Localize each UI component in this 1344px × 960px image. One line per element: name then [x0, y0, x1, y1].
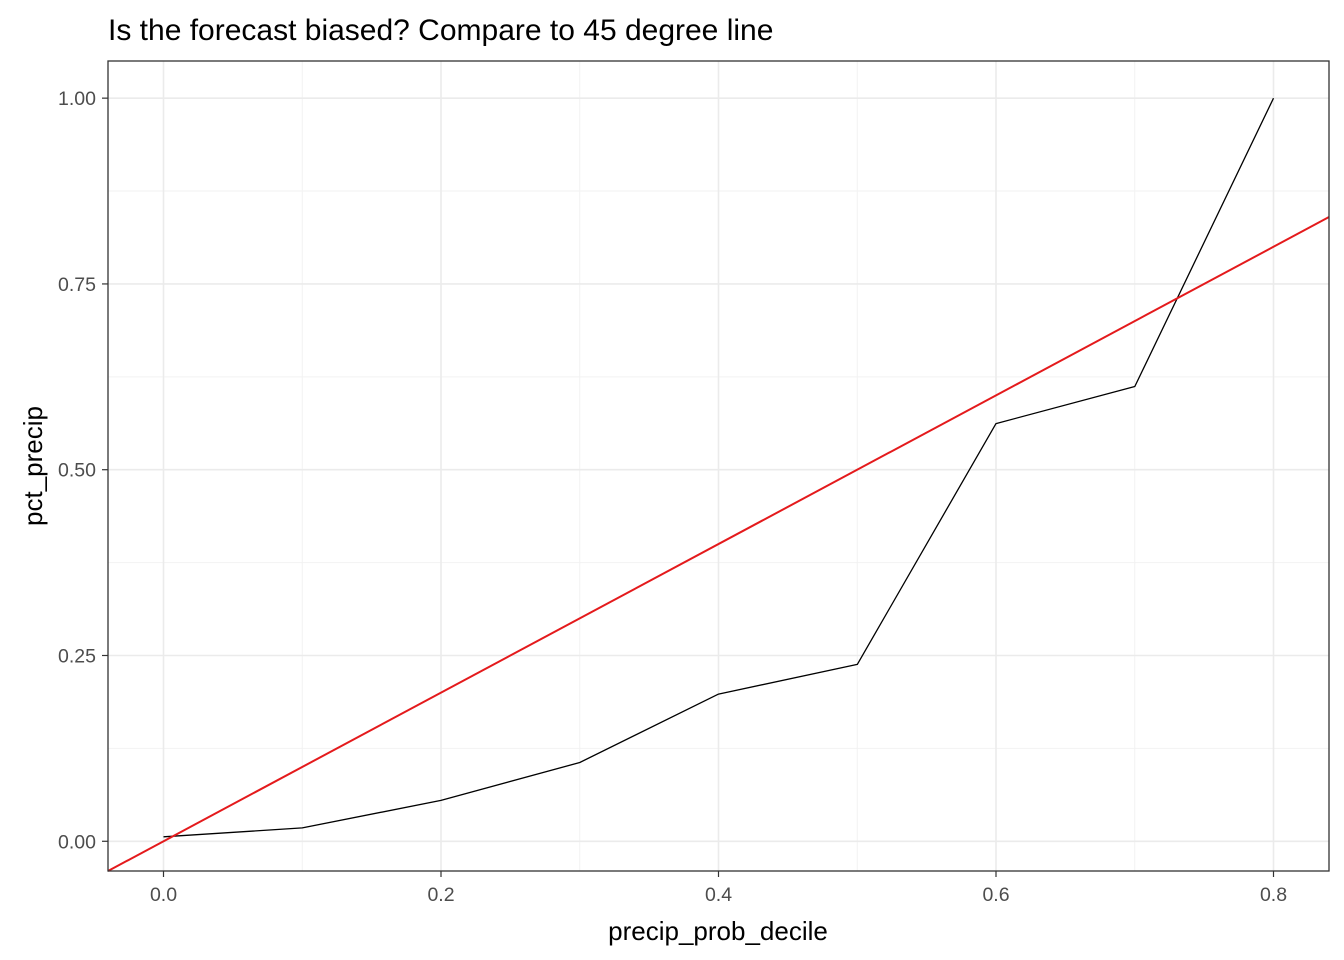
y-tick-label: 0.00 — [58, 831, 96, 853]
series-line — [163, 97, 1275, 838]
x-tick-label: 0.6 — [982, 884, 1009, 906]
x-tick-label: 0.8 — [1260, 884, 1287, 906]
y-tick-label: 0.25 — [58, 645, 96, 667]
axis-ticks: 0.0 0.2 0.4 0.6 0.8 0.00 0.25 0.50 0.75 1.00 — [58, 88, 1287, 906]
x-tick-label: 0.0 — [150, 884, 177, 906]
chart-title: Is the forecast biased? Compare to 45 de… — [108, 14, 773, 47]
x-tick-label: 0.2 — [427, 884, 454, 906]
reference-line-45-degree — [107, 216, 1330, 872]
x-tick-label: 0.4 — [705, 884, 732, 906]
plot-data — [107, 97, 1330, 872]
y-tick-label: 0.50 — [58, 460, 96, 482]
y-tick-label: 1.00 — [58, 88, 96, 110]
x-axis-title: precip_prob_decile — [608, 916, 828, 946]
y-tick-label: 0.75 — [58, 274, 96, 296]
y-axis-title: pct_precip — [18, 406, 48, 526]
grid — [108, 61, 1329, 871]
